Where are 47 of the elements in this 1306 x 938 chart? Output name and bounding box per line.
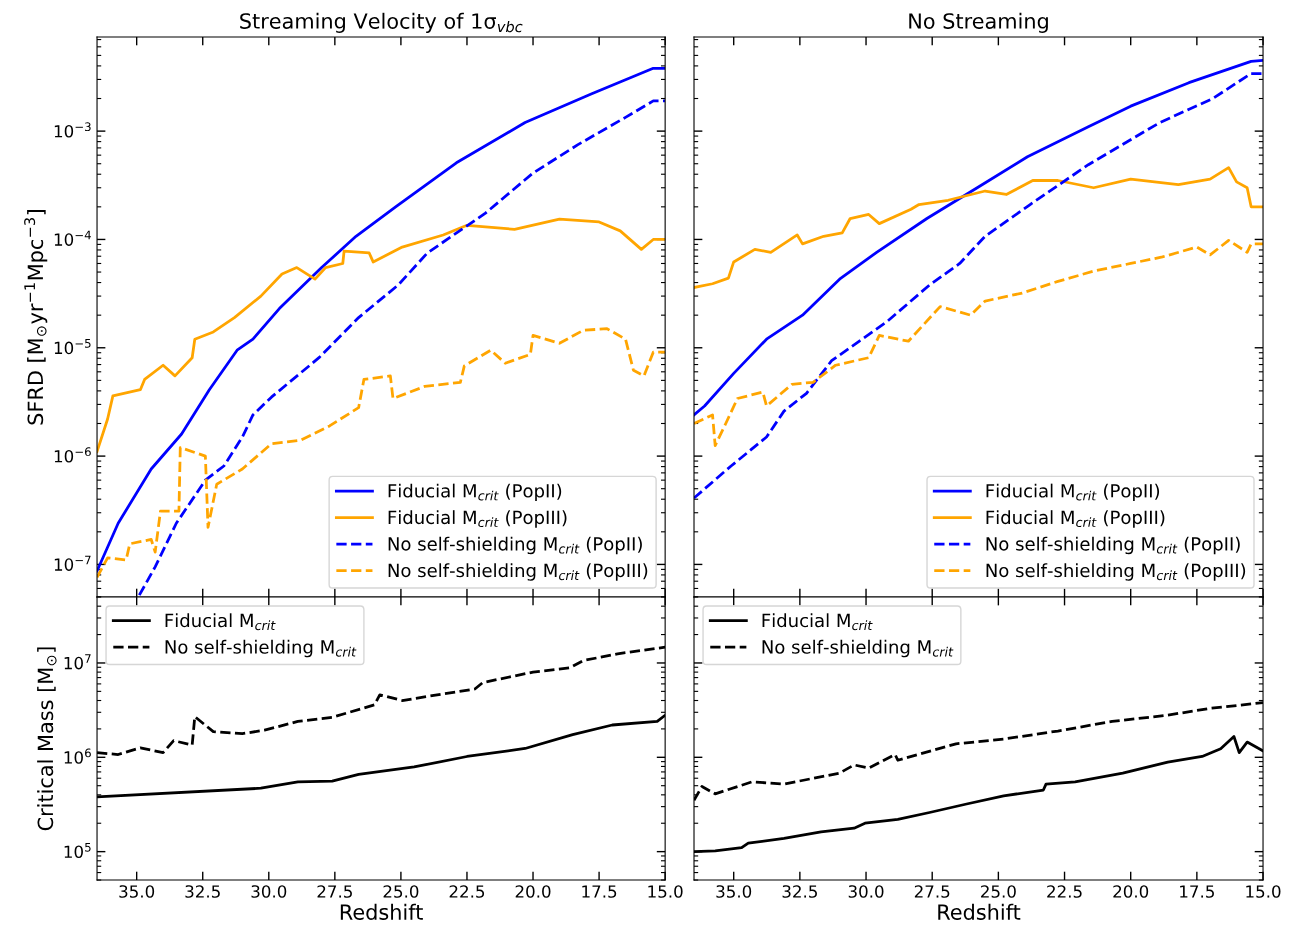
x-tick-label: 17.5 — [1180, 885, 1214, 898]
legend-label: Fiducial M$_{crit}$ (PopII) — [986, 483, 1160, 502]
x-tick-label: 35.0 — [119, 885, 155, 898]
y-tick-label: 10$^{−3}$ — [54, 122, 91, 138]
x-tick-label: 15.0 — [1246, 885, 1281, 898]
y-axis-title: SFRD [M$_{⊙}$yr$^{−1}$Mpc$^{−3}$] — [24, 209, 48, 425]
line-series — [97, 217, 666, 454]
x-tick-label: 15.0 — [648, 885, 683, 898]
legend-label: No self-shielding M$_{crit}$ (PopIII) — [388, 563, 648, 581]
x-tick-label: 22.5 — [449, 885, 485, 898]
x-tick-label: 25.0 — [383, 885, 419, 898]
y-tick-label: 10$^{6}$ — [64, 748, 91, 764]
legend-label: Fiducial M$_{crit}$ — [762, 613, 873, 631]
x-tick-label: 20.0 — [515, 885, 551, 898]
legend-label: No self-shielding M$_{crit}$ — [762, 639, 954, 658]
y-tick-label: 10$^{−4}$ — [54, 230, 91, 246]
x-tick-label: 27.5 — [914, 885, 950, 898]
y-tick-label: 10$^{7}$ — [64, 654, 91, 670]
x-axis-title: Redshift — [938, 903, 1021, 920]
x-tick-label: 32.5 — [782, 885, 817, 898]
legend-label: Fiducial M$_{crit}$ — [165, 613, 276, 631]
legend-label: Fiducial M$_{crit}$ (PopIII) — [986, 510, 1165, 528]
chart-title: No Streaming — [909, 12, 1048, 33]
y-axis-title: Critical Mass [M$_{⊙}$] — [37, 647, 57, 831]
legend-label: No self-shielding M$_{crit}$ — [165, 639, 357, 658]
legend-label: Fiducial M$_{crit}$ (PopIII) — [388, 510, 567, 528]
line-series — [97, 327, 666, 579]
legend-label: Fiducial M$_{crit}$ (PopII) — [388, 483, 562, 502]
line-series — [137, 99, 666, 597]
x-tick-label: 22.5 — [1047, 885, 1082, 898]
x-tick-label: 32.5 — [185, 885, 220, 898]
x-tick-label: 27.5 — [317, 885, 352, 898]
x-tick-label: 30.0 — [251, 885, 287, 898]
x-tick-label: 17.5 — [582, 885, 617, 898]
y-tick-label: 10$^{−5}$ — [54, 339, 91, 355]
x-tick-label: 20.0 — [1113, 885, 1149, 898]
y-tick-label: 10$^{−7}$ — [54, 555, 91, 571]
legend-label: No self-shielding M$_{crit}$ (PopII) — [388, 536, 642, 555]
x-tick-label: 30.0 — [848, 885, 884, 898]
x-axis-title: Redshift — [340, 903, 423, 920]
x-tick-label: 25.0 — [981, 885, 1016, 898]
y-tick-label: 10$^{−6}$ — [54, 447, 91, 463]
legend-label: No self-shielding M$_{crit}$ (PopIII) — [986, 563, 1246, 581]
x-tick-label: 35.0 — [716, 885, 752, 898]
legend-label: No self-shielding M$_{crit}$ (PopII) — [986, 536, 1240, 555]
chart-title: Streaming Velocity of 1σ$_{vbc}$ — [240, 12, 523, 33]
y-tick-label: 10$^{5}$ — [64, 842, 91, 859]
